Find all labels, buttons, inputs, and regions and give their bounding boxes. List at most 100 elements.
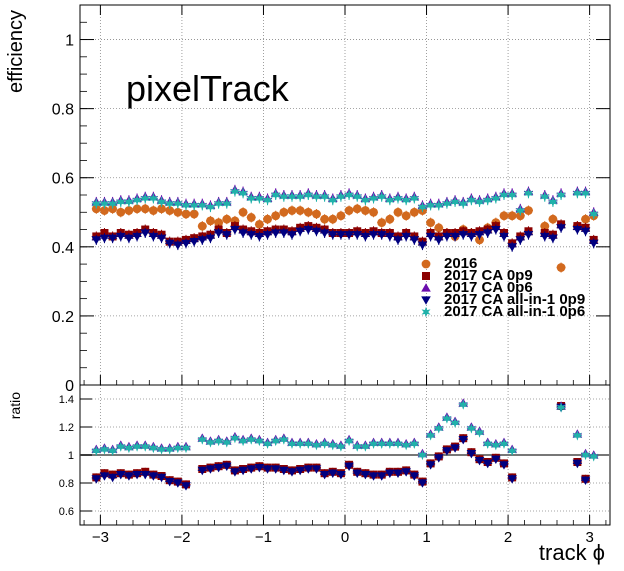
lower-point-2017-ca-all-in-1-0p9 [344,462,354,471]
lower-point-2017-ca-all-in-1-0p9 [433,454,444,463]
upper-point-2017-ca-all-in-1-0p9 [181,239,191,249]
upper-y-tick-label: 0.2 [52,309,74,326]
upper-point-2017-ca-all-in-1-0p9 [556,224,566,233]
lower-point-2017-ca-all-in-1-0p9 [132,471,142,480]
upper-point-2017-ca-all-in-1-0p9 [499,232,509,242]
upper-point-2017-ca-all-in-1-0p9 [205,234,216,243]
upper-point-2017-ca-all-in-1-0p6 [279,191,289,202]
upper-point-2017-ca-all-in-1-0p6 [238,188,248,199]
upper-point-2017-ca-all-in-1-0p9 [148,232,159,242]
lower-point-2017-ca-all-in-1-0p9 [246,465,257,474]
lower-point-2017-ca-all-in-1-0p6 [409,438,419,449]
upper-point-2017-ca-all-in-1-0p6 [320,191,330,202]
upper-point-2016 [475,235,484,245]
upper-point-2017-ca-all-in-1-0p9 [433,236,444,245]
upper-point-2017-ca-all-in-1-0p6 [499,189,509,201]
upper-point-2017-ca-all-in-1-0p9 [156,234,167,243]
legend-label: 2017 CA all-in-1 0p6 [444,303,585,320]
upper-point-2017-ca-all-in-1-0p6 [91,198,101,209]
upper-point-2017-ca-all-in-1-0p9 [213,229,224,238]
upper-point-2017-ca-all-in-1-0p9 [327,231,338,240]
lower-data-points [91,398,599,491]
lower-point-2017-ca-all-in-1-0p6 [181,442,191,454]
upper-point-2017-ca-all-in-1-0p9 [254,232,265,242]
upper-point-2016 [548,214,558,224]
lower-point-2017-ca-all-in-1-0p6 [369,438,379,449]
upper-point-2017-ca-all-in-1-0p9 [507,243,517,252]
upper-point-2017-ca-all-in-1-0p6 [124,196,134,208]
upper-point-2017-ca-all-in-1-0p9 [270,229,281,238]
upper-point-2017-ca-all-in-1-0p6 [466,194,476,206]
lower-point-2017-ca-all-in-1-0p9 [295,466,305,476]
lower-point-2017-ca-all-in-1-0p9 [115,471,126,480]
upper-point-2016 [328,214,338,224]
upper-point-2017-ca-all-in-1-0p9 [238,229,248,238]
upper-point-2017-ca-all-in-1-0p6 [360,194,370,206]
upper-point-2017-ca-all-in-1-0p6 [165,198,175,209]
lower-point-2017-ca-all-in-1-0p9 [450,444,460,453]
lower-point-2017-ca-all-in-1-0p6 [99,444,109,455]
upper-point-2017-ca-all-in-1-0p9 [132,232,142,242]
upper-y-tick-label: 0.4 [52,240,74,257]
x-tick-label: 0 [341,529,349,546]
upper-point-2017-ca-all-in-1-0p6 [271,189,281,201]
upper-point-2017-ca-all-in-1-0p6 [336,191,346,202]
lower-point-2017-ca-all-in-1-0p6 [295,438,305,449]
lower-point-2017-ca-all-in-1-0p9 [491,455,501,464]
lower-point-2017-ca-all-in-1-0p6 [108,445,118,456]
upper-point-2017-ca-all-in-1-0p6 [140,193,150,204]
lower-point-2017-ca-all-in-1-0p9 [352,469,363,478]
upper-point-2017-ca-all-in-1-0p9 [572,225,583,235]
upper-y-tick-label: 1 [65,33,74,50]
annotation-text: pixelTrack [126,68,290,109]
lower-point-2017-ca-all-in-1-0p6 [385,438,395,449]
upper-point-2017-ca-all-in-1-0p9 [523,231,534,240]
upper-point-2017-ca-all-in-1-0p9 [287,231,297,240]
lower-point-2017-ca-all-in-1-0p6 [344,435,354,447]
upper-point-2017-ca-all-in-1-0p6 [116,196,126,208]
lower-point-2017-ca-all-in-1-0p9 [213,464,224,473]
upper-point-2017-ca-all-in-1-0p6 [589,208,599,220]
upper-point-2017-ca-all-in-1-0p6 [246,193,256,204]
upper-y-tick-label: 0.6 [52,171,74,188]
upper-point-2016 [507,211,517,221]
upper-point-2017-ca-all-in-1-0p6 [548,196,558,208]
lower-point-2017-ca-all-in-1-0p9 [580,476,591,485]
lower-y-tick-label: 1.2 [59,422,74,434]
upper-point-2016 [181,209,191,219]
upper-point-2016 [426,218,436,228]
upper-point-2016 [336,211,346,221]
upper-point-2017-ca-all-in-1-0p9 [474,231,485,240]
upper-point-2017-ca-all-in-1-0p6 [328,194,338,206]
lower-point-2017-ca-all-in-1-0p6 [434,423,444,434]
upper-point-2017-ca-all-in-1-0p6 [173,198,183,209]
lower-point-2017-ca-all-in-1-0p9 [91,475,102,484]
lower-point-2017-ca-all-in-1-0p6 [222,437,232,448]
lower-point-2017-ca-all-in-1-0p6 [336,441,346,452]
upper-point-2017-ca-all-in-1-0p9 [230,225,240,235]
upper-point-2017-ca-all-in-1-0p9 [164,239,175,249]
upper-point-2016 [254,219,264,229]
lower-point-2017-ca-all-in-1-0p6 [499,438,509,449]
lower-point-2017-ca-all-in-1-0p9 [336,471,346,480]
lower-point-2017-ca-all-in-1-0p9 [107,473,118,483]
upper-point-2016 [556,263,566,272]
upper-point-2017-ca-all-in-1-0p9 [311,227,322,237]
upper-point-2017-ca-all-in-1-0p9 [99,234,110,243]
upper-point-2016 [409,207,419,217]
upper-point-2017-ca-all-in-1-0p9 [482,229,493,238]
upper-point-2017-ca-all-in-1-0p6 [197,200,207,211]
lower-point-2017-ca-all-in-1-0p6 [205,437,215,448]
lower-point-2017-ca-all-in-1-0p6 [116,441,126,452]
lower-point-2017-ca-all-in-1-0p6 [91,445,101,456]
lower-point-2017-ca-all-in-1-0p9 [327,469,338,478]
legend-label: 2017 CA all-in-1 0p9 [444,291,585,308]
upper-point-2016 [100,206,109,215]
upper-point-2017-ca-all-in-1-0p9 [425,232,436,242]
lower-point-2017-ca-all-in-1-0p9 [311,465,322,474]
x-tick-label: −2 [173,529,190,546]
upper-point-2016 [238,207,248,217]
lower-point-2017-ca-all-in-1-0p9 [270,465,281,474]
upper-point-2017-ca-all-in-1-0p6 [515,205,525,216]
lower-point-2017-ca-all-in-1-0p6 [556,402,566,413]
